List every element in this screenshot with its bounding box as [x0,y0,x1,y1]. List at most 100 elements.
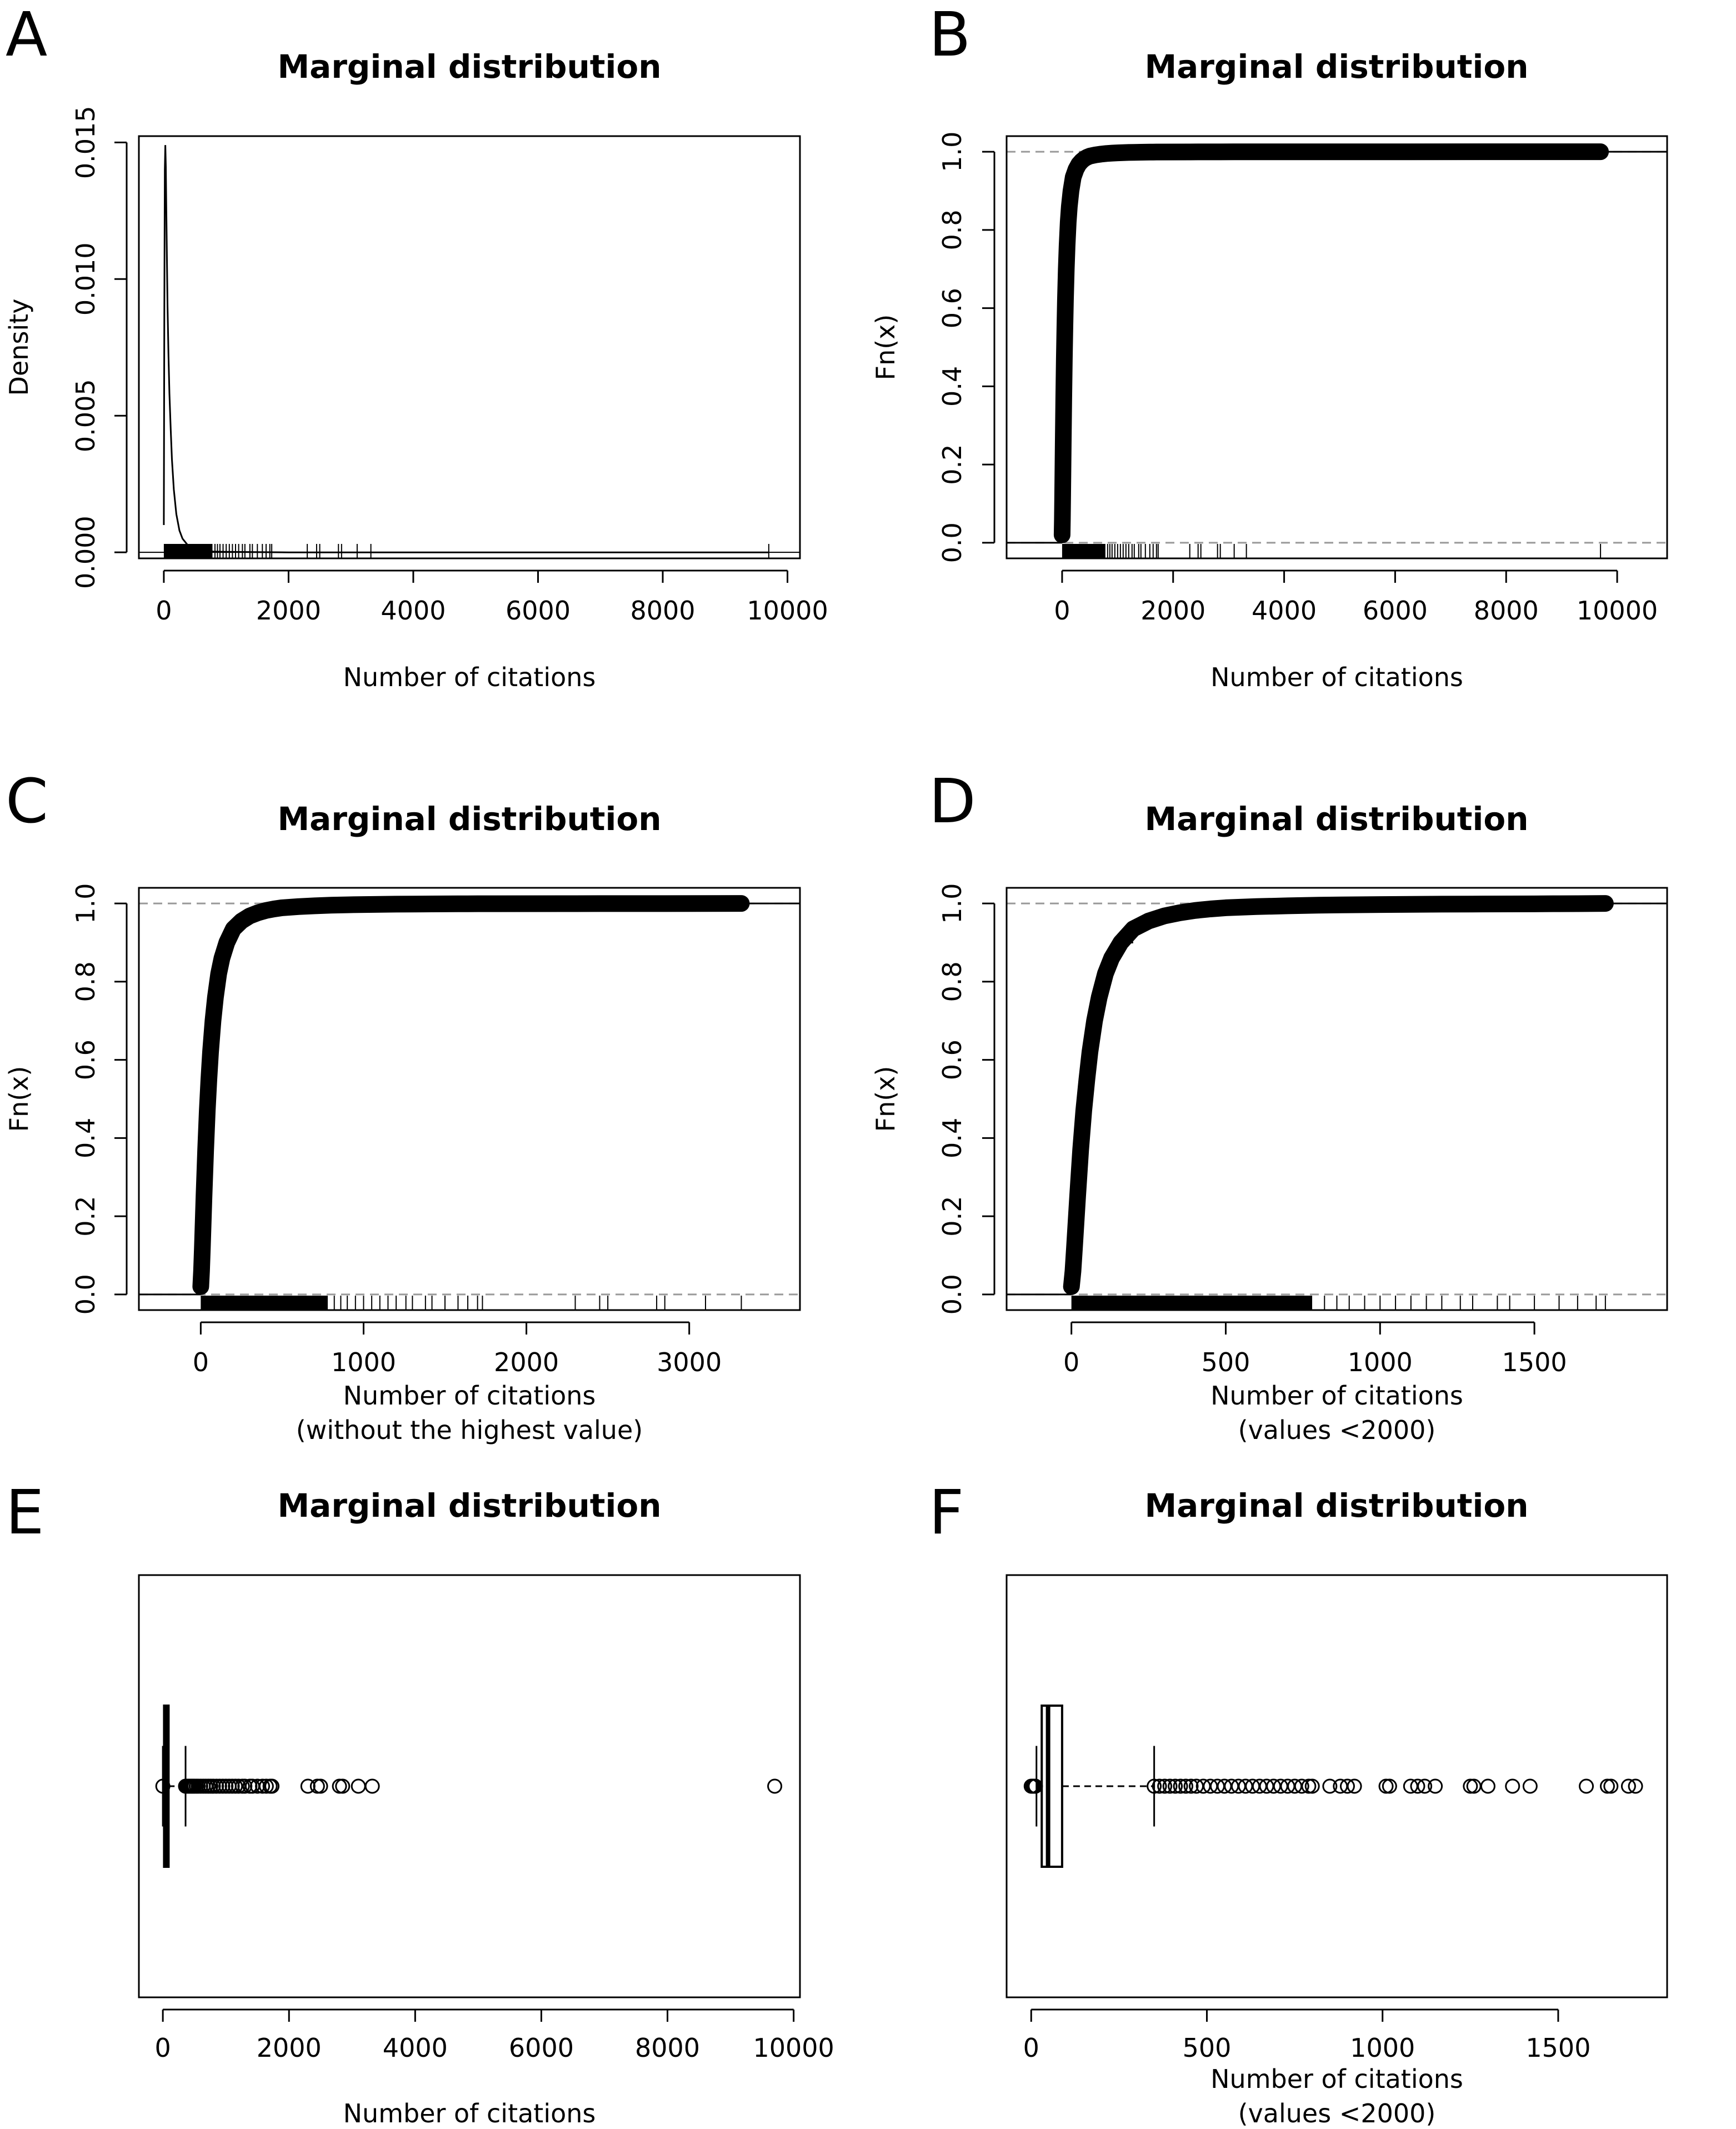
outlier-point-f [1339,1778,1355,1794]
y-tick-label-d: 0.8 [937,961,967,1002]
ecdf-point-d [1065,1263,1080,1278]
box-iqr-f [1040,1705,1063,1868]
outlier-point-f [1603,1778,1619,1794]
ecdf-steps-c [201,902,800,1288]
y-tick-label-a: 0.000 [71,516,101,589]
outlier-point-e [155,1778,171,1794]
x-tick-label-c: 2000 [494,1347,559,1377]
y-tick-label-c: 0.2 [71,1196,101,1237]
ecdf-point-d [1070,1189,1085,1204]
ecdf-point-b [1062,199,1077,214]
panel-f: F Marginal distribution 0 500 1000 1500 Number… [929,1477,1668,2128]
panel-letter-e: E [6,1477,44,1548]
x-axis-label-e: Number of citations [343,2098,596,2128]
ecdf-point-c [475,896,490,911]
x-tick-label-f: 500 [1183,2033,1232,2063]
ecdf-point-d [1502,896,1517,911]
ecdf-point-c [389,897,404,912]
panel-letter-f: F [929,1477,964,1548]
plot-frame-d [1005,887,1668,1311]
ecdf-point-b [1057,320,1072,335]
outlier-point-f [1428,1778,1443,1794]
outlier-point-e [332,1778,347,1794]
ecdf-steps-d [1071,902,1667,1288]
ecdf-point-c [214,951,229,966]
rug-dense-b [1062,544,1105,558]
outlier-point-f [1382,1778,1397,1794]
outlier-point-e [364,1778,380,1794]
x-tick-label-a: 6000 [506,596,571,626]
x-tick-label-b: 6000 [1363,596,1428,626]
outlier-point-f [1168,1778,1183,1794]
ecdf-point-d [1342,897,1357,912]
y-tick-label-b: 0.2 [937,444,967,485]
ecdf-dense-points-b [1053,143,1609,543]
panel-d: D Marginal distribution 0 500 1000 1500 Number… [870,766,1668,1445]
ecdf-point-d [1172,906,1187,921]
ecdf-point-d [1403,897,1418,912]
outlier-point-f [1347,1778,1362,1794]
y-tick-label-c: 0.6 [71,1039,101,1080]
x-tick-label-e: 6000 [509,2033,574,2063]
ecdf-point-d [1104,951,1119,966]
y-tick-label-d: 0.4 [937,1118,967,1158]
y-tick-label-b: 0.8 [937,209,967,250]
ecdf-point-b [1593,144,1608,159]
outlier-point-e [309,1778,325,1794]
x-tick-label-c: 0 [193,1347,209,1377]
ecdf-point-c [307,898,322,913]
ecdf-point-c [211,966,226,981]
x-tick-label-d: 1500 [1502,1347,1567,1377]
ecdf-point-b [1055,437,1070,452]
ecdf-point-d [1141,913,1156,928]
ecdf-point-d [1527,896,1542,911]
panel-letter-a: A [6,0,47,70]
ecdf-point-b [1058,293,1073,308]
chart-title-e: Marginal distribution [277,1487,661,1525]
outlier-point-f [1147,1778,1162,1794]
y-tick-label-c: 0.8 [71,961,101,1002]
ecdf-point-c [568,896,583,911]
outlier-point-f [1505,1778,1520,1794]
ecdf-point-c [208,990,223,1005]
y-axis-label-d: Fn(x) [870,1066,900,1132]
outlier-point-f [1480,1778,1495,1794]
y-tick-label-c: 1.0 [71,883,101,924]
y-tick-label-c: 0.4 [71,1118,101,1158]
x-axis-label-f: Number of citations [1210,2064,1463,2094]
ecdf-point-c [657,896,672,911]
outlier-point-f [1522,1778,1538,1794]
ecdf-point-d [1067,1240,1082,1255]
plot-frame-b [1005,135,1668,559]
ecdf-point-c [206,1013,221,1028]
ecdf-point-d [1092,990,1107,1005]
x-axis-sublabel-f: (values <2000) [1238,2098,1436,2128]
plot-area-e [155,1705,783,1868]
ecdf-point-b [1057,352,1072,367]
ecdf-point-c [274,900,289,915]
x-tick-label-c: 3000 [657,1347,722,1377]
ecdf-point-b [1239,144,1254,159]
x-tick-label-e: 8000 [635,2033,700,2063]
y-axis-label-c: Fn(x) [4,1066,34,1132]
rug-dense-c [201,1296,328,1310]
outlier-point-e [313,1778,328,1794]
ecdf-steps-b [1062,151,1667,536]
plot-frame-c [138,887,801,1311]
x-tick-label-f: 0 [1023,2033,1039,2063]
ecdf-point-b [1055,512,1070,527]
ecdf-point-d [1373,897,1388,912]
ecdf-point-c [734,896,749,911]
ecdf-point-d [1280,898,1295,913]
ecdf-point-d [1187,903,1202,918]
ecdf-point-d [1125,921,1140,936]
ecdf-point-d [1087,1013,1102,1028]
chart-title-b: Marginal distribution [1144,48,1528,86]
ecdf-point-c [197,1189,212,1204]
ecdf-point-d [1249,899,1264,914]
chart-title-f: Marginal distribution [1144,1487,1528,1525]
x-tick-label-a: 2000 [256,596,321,626]
ecdf-point-d [1098,966,1113,981]
ecdf-point-d [1079,1072,1094,1087]
